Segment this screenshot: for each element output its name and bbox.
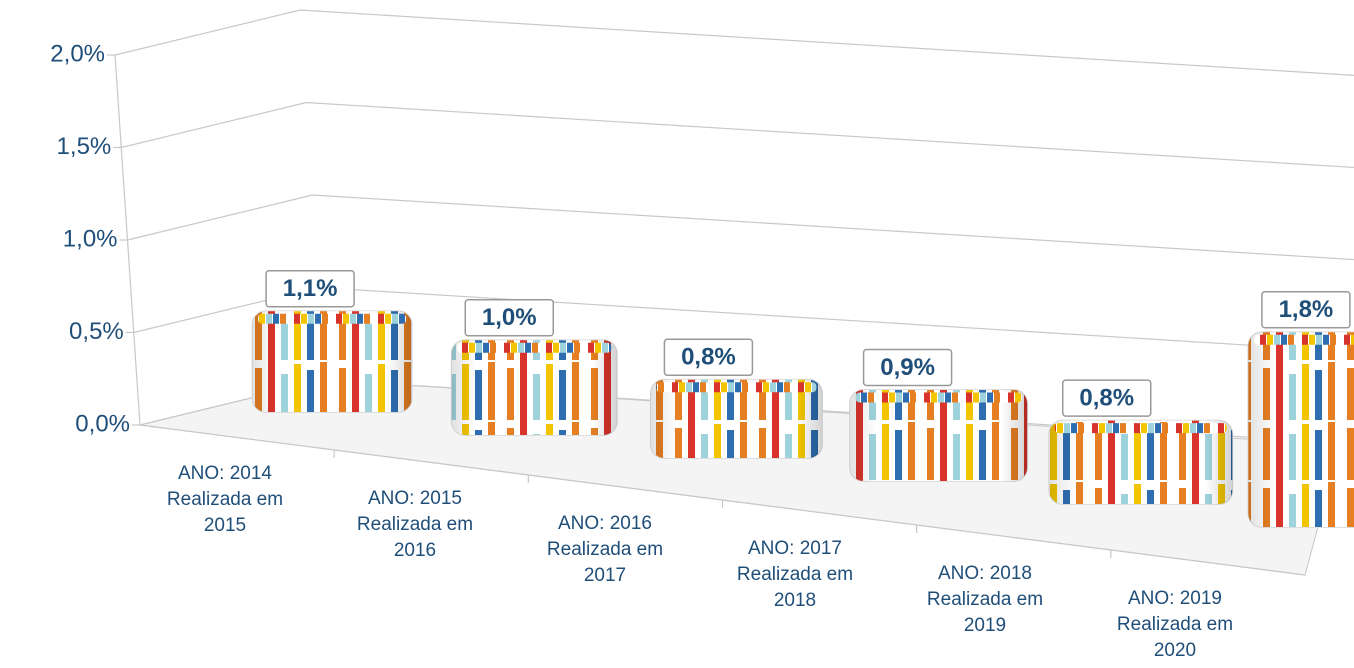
x-tick-label: 2020 [1154,640,1196,661]
bar-shade [849,389,1028,482]
bar-shade [252,310,413,413]
grid-line [127,194,1354,261]
x-tick-label: ANO: 2014 [178,463,272,484]
bar [251,310,413,413]
x-tick-label: ANO: 2018 [938,563,1032,584]
x-tick-label: 2019 [964,615,1006,636]
value-label: 0,9% [880,354,935,381]
bar-shade [1048,420,1233,505]
x-tick-label: 2017 [584,565,626,586]
x-tick-label: 2015 [204,515,246,536]
bar [849,388,1029,483]
grid-line [121,101,1354,169]
value-label-box [1062,379,1152,417]
x-tick-label: Realizada em [1117,614,1233,635]
x-tick-label: ANO: 2015 [368,488,462,509]
bar [450,339,618,436]
bar-shade [650,379,823,459]
x-tick-label: Realizada em [737,564,853,585]
x-tick-label: Realizada em [547,539,663,560]
bar-top [457,342,612,353]
bar-top [258,313,407,324]
y-tick-label: 1,0% [63,225,118,252]
value-label: 1,8% [1279,296,1334,323]
bar-top [1253,334,1354,345]
value-label: 1,0% [482,304,537,331]
value-label: 1,1% [283,275,338,302]
value-label: 0,8% [681,344,736,371]
x-tick-label: Realizada em [927,589,1043,610]
x-tick-label: ANO: 2017 [748,538,842,559]
bar [1048,419,1234,506]
bar [1247,331,1354,528]
y-tick-label: 0,5% [69,318,124,345]
value-label-box [862,348,953,387]
value-label-box [464,299,554,337]
value-label: 0,8% [1079,384,1134,411]
x-tick-label: 2016 [394,540,436,561]
bar [649,378,823,459]
x-tick-label: 2018 [774,590,816,611]
bar-top [1054,423,1227,434]
x-tick-label: Realizada em [167,489,283,510]
y-tick-label: 1,5% [57,133,112,160]
value-label-box [265,270,355,308]
value-label-box [663,338,754,377]
y-tick-label: 2,0% [50,40,105,67]
x-tick-label: Realizada em [357,514,473,535]
bar-top [656,382,817,393]
y-tick-label: 0,0% [75,410,130,437]
value-label-box [1261,291,1351,329]
grid-line [114,9,1354,76]
bar-shade [451,339,618,436]
bar-top [855,392,1022,403]
x-tick-label: ANO: 2019 [1128,588,1222,609]
bar-shade [1247,331,1354,528]
x-tick-label: ANO: 2016 [558,513,652,534]
